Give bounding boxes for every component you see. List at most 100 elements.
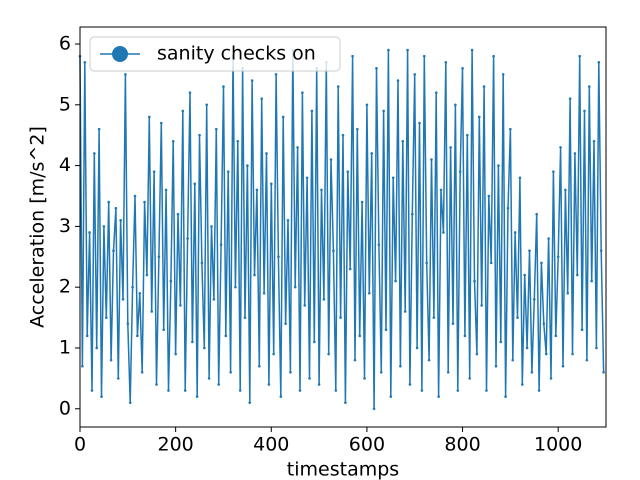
data-point [449,146,452,149]
data-point [566,291,570,295]
data-point [272,352,275,356]
data-point [592,139,596,143]
data-point [382,109,385,113]
data-point [384,328,388,332]
data-point [140,370,144,374]
data-point [119,219,122,222]
data-point [269,182,273,186]
data-point [93,152,96,155]
data-point [564,188,567,192]
data-point [439,188,443,192]
data-point [136,334,139,338]
data-point [389,395,393,398]
data-point [112,249,115,253]
data-point [482,85,486,88]
data-point [195,395,199,398]
data-point [475,352,479,356]
data-point [329,158,333,161]
data-point [224,334,228,338]
data-point [85,334,89,338]
data-point [430,158,433,161]
data-point [107,200,110,204]
data-point [437,395,440,398]
data-point [396,79,400,82]
data-point [353,358,357,362]
data-point [451,322,455,325]
legend-label: sanity checks on [157,43,316,65]
data-point [174,352,177,356]
data-point [602,370,605,374]
data-point [434,91,438,94]
data-point [372,407,376,411]
data-point [234,285,237,289]
data-point [458,170,462,173]
data-point [454,103,457,107]
data-point [509,127,512,131]
data-point [155,383,158,386]
data-point [406,48,409,52]
data-point [277,255,280,259]
data-point [365,103,369,107]
data-point [308,377,311,380]
data-point [351,54,354,58]
data-point [222,85,225,88]
data-point [370,152,373,155]
data-point [124,73,127,76]
data-point [504,395,507,398]
data-point [305,176,309,180]
legend-box [89,36,341,72]
data-point [126,322,130,325]
data-point [599,249,603,253]
data-point [418,121,421,125]
data-point [284,322,287,325]
data-point [289,370,292,374]
data-point [473,279,476,283]
data-point [413,73,417,76]
data-point [576,273,579,277]
data-point [212,298,216,301]
data-point [226,170,230,173]
data-point [332,249,335,253]
data-point [255,188,259,192]
data-point [391,176,395,180]
data-point [399,364,402,368]
data-point [346,170,350,173]
data-point [583,109,586,113]
data-point [485,389,488,392]
data-point [511,358,515,362]
data-point [210,225,213,228]
data-point [597,60,601,64]
y-tick-label: 0 [59,397,71,419]
data-point [530,370,534,374]
data-point [442,231,445,234]
data-point [293,285,297,289]
data-point [528,249,531,253]
data-point [217,383,220,386]
data-point [585,358,589,362]
data-point [267,383,271,386]
x-tick-label: 600 [349,434,385,456]
data-point [489,261,493,265]
data-point [401,139,405,143]
data-point [425,261,428,265]
data-point [159,121,163,125]
data-point [568,97,572,101]
data-point [164,188,168,192]
data-point [322,298,326,301]
data-point [238,389,242,392]
data-point [444,60,448,64]
data-point [121,298,125,301]
y-tick-label: 4 [59,154,71,176]
data-point [157,255,161,259]
data-point [537,389,541,392]
data-point [169,279,173,283]
data-point [327,352,330,356]
data-point [186,237,189,240]
data-point [595,346,598,350]
data-point [356,127,359,131]
data-point [547,237,550,240]
x-tick-label: 400 [253,434,289,456]
data-point [415,346,419,350]
data-point [379,370,383,374]
data-point [360,200,364,204]
